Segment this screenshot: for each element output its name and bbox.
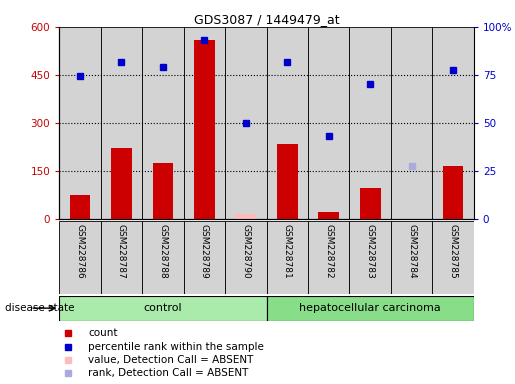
- Text: GSM228789: GSM228789: [200, 224, 209, 279]
- Bar: [443, 166, 464, 219]
- Bar: [225, 27, 267, 219]
- Text: GSM228781: GSM228781: [283, 224, 291, 279]
- Bar: [267, 296, 474, 321]
- Bar: [194, 40, 215, 219]
- Bar: [183, 27, 225, 219]
- Bar: [111, 149, 132, 219]
- Text: GSM228783: GSM228783: [366, 224, 374, 279]
- Text: GSM228790: GSM228790: [242, 224, 250, 279]
- Bar: [59, 221, 101, 294]
- Bar: [267, 221, 308, 294]
- Bar: [432, 27, 474, 219]
- Text: GSM228787: GSM228787: [117, 224, 126, 279]
- Bar: [391, 27, 432, 219]
- Bar: [360, 189, 381, 219]
- Text: percentile rank within the sample: percentile rank within the sample: [88, 341, 264, 352]
- Text: GSM228782: GSM228782: [324, 224, 333, 279]
- Bar: [70, 195, 90, 219]
- Text: value, Detection Call = ABSENT: value, Detection Call = ABSENT: [88, 355, 253, 365]
- Bar: [225, 221, 267, 294]
- Bar: [101, 221, 142, 294]
- Bar: [235, 214, 256, 219]
- Bar: [100, 27, 142, 219]
- Text: hepatocellular carcinoma: hepatocellular carcinoma: [299, 303, 441, 313]
- Bar: [391, 221, 433, 294]
- Text: control: control: [144, 303, 182, 313]
- Title: GDS3087 / 1449479_at: GDS3087 / 1449479_at: [194, 13, 339, 26]
- Text: GSM228784: GSM228784: [407, 224, 416, 279]
- Text: GSM228786: GSM228786: [76, 224, 84, 279]
- Text: GSM228788: GSM228788: [159, 224, 167, 279]
- Bar: [59, 296, 267, 321]
- Text: disease state: disease state: [5, 303, 75, 313]
- Bar: [349, 27, 391, 219]
- Bar: [142, 27, 183, 219]
- Bar: [318, 212, 339, 219]
- Bar: [433, 221, 474, 294]
- Bar: [152, 163, 173, 219]
- Bar: [277, 144, 298, 219]
- Bar: [308, 27, 349, 219]
- Bar: [266, 27, 308, 219]
- Text: count: count: [88, 328, 118, 338]
- Bar: [184, 221, 225, 294]
- Bar: [59, 27, 100, 219]
- Text: rank, Detection Call = ABSENT: rank, Detection Call = ABSENT: [88, 368, 249, 379]
- Bar: [308, 221, 349, 294]
- Bar: [349, 221, 391, 294]
- Bar: [142, 221, 183, 294]
- Text: GSM228785: GSM228785: [449, 224, 457, 279]
